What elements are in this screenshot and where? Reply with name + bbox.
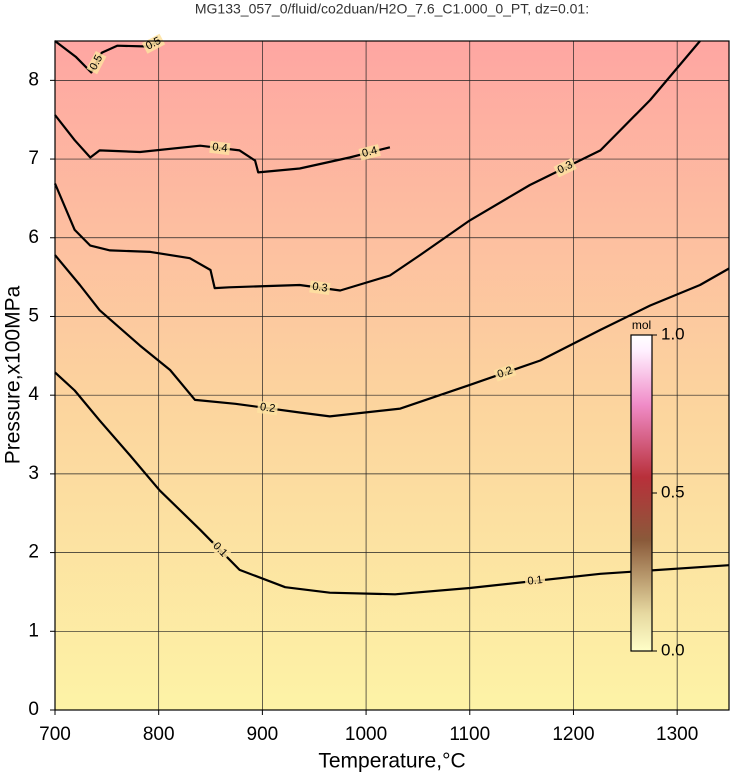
y-tick-label: 7 (28, 148, 39, 169)
y-tick-label: 3 (28, 463, 39, 484)
contour-label: 0.2 (496, 364, 514, 380)
x-axis-label: Temperature,°C (318, 750, 465, 773)
contour-label-group: 0.2 (493, 363, 517, 382)
contour-label-group: 0.3 (309, 280, 331, 296)
contour-label-group: 0.3 (553, 157, 577, 178)
contour-line (54, 371, 730, 596)
y-tick-label: 0 (28, 699, 39, 720)
y-tick-label: 1 (28, 620, 39, 641)
colorbar-tick-label: 1.0 (661, 324, 685, 343)
y-tick-label: 5 (28, 305, 39, 326)
contour-label-bg (141, 33, 166, 54)
x-tick-label: 700 (39, 724, 71, 745)
contour-label-bg (309, 280, 331, 296)
contour-label: 0.4 (361, 145, 379, 160)
contour-label-bg (209, 140, 231, 156)
contour-label-group: 0.2 (256, 400, 279, 416)
colorbar-tick-label: 0.0 (661, 640, 685, 659)
contour-label-bg (86, 51, 107, 75)
contour-line (54, 254, 730, 418)
chart-title: MG133_057_0/fluid/co2duan/H2O_7.6_C1.000… (195, 1, 589, 17)
contour-label-group: 0.4 (358, 144, 381, 161)
plot-background (55, 41, 729, 710)
y-tick-label: 6 (28, 227, 39, 248)
y-tick-label: 4 (28, 384, 39, 405)
contour-label-bg (493, 363, 517, 382)
contour-label-bg (358, 144, 381, 161)
plot-frame (54, 40, 730, 711)
contour-label-group: 0.1 (524, 573, 546, 588)
y-tick-label: 2 (28, 542, 39, 563)
colorbar (630, 334, 653, 652)
contour-label: 0.2 (259, 401, 276, 415)
contour-line (53, 40, 701, 292)
y-tick-label: 8 (28, 69, 39, 90)
x-tick-label: 1100 (449, 724, 490, 745)
contour-label: 0.1 (527, 574, 544, 588)
colorbar-tick-label: 0.5 (661, 482, 685, 501)
contour-label-group: 0.4 (209, 140, 231, 156)
contour-label-bg (524, 573, 546, 588)
contour-label: 0.3 (312, 281, 329, 295)
colorbar-label: mol (632, 318, 651, 332)
contour-label: 0.4 (212, 141, 229, 155)
x-tick-label: 1200 (552, 724, 594, 745)
contour-label-bg (256, 400, 279, 416)
contour-label-bg (553, 157, 577, 178)
x-tick-label: 1300 (656, 724, 698, 745)
y-axis-label: Pressure,x100MPa (2, 285, 25, 464)
x-tick-label: 800 (143, 724, 175, 745)
x-tick-label: 900 (247, 724, 279, 745)
x-tick-label: 1000 (345, 724, 387, 745)
contour-label-bg (208, 538, 232, 562)
